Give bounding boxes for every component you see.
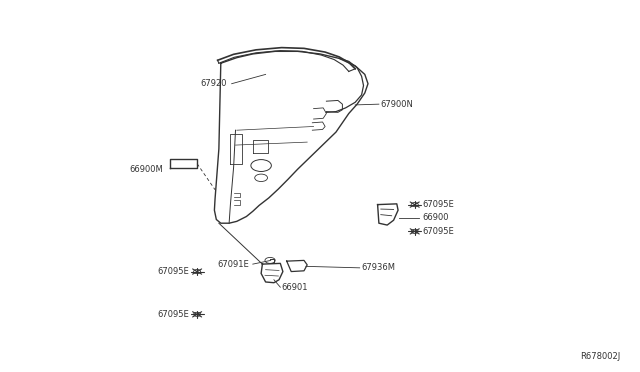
Text: 67095E: 67095E <box>422 200 454 209</box>
Text: 67900N: 67900N <box>381 100 413 109</box>
Text: 67936M: 67936M <box>362 263 396 272</box>
Text: 67095E: 67095E <box>422 227 454 236</box>
Text: 67920: 67920 <box>201 79 227 88</box>
Text: 66901: 66901 <box>282 283 308 292</box>
Text: 67095E: 67095E <box>157 267 189 276</box>
Text: 66900M: 66900M <box>129 165 163 174</box>
Text: 67095E: 67095E <box>157 310 189 319</box>
Text: 67091E: 67091E <box>218 260 250 269</box>
Text: 66900: 66900 <box>422 213 449 222</box>
Text: R678002J: R678002J <box>580 352 621 361</box>
